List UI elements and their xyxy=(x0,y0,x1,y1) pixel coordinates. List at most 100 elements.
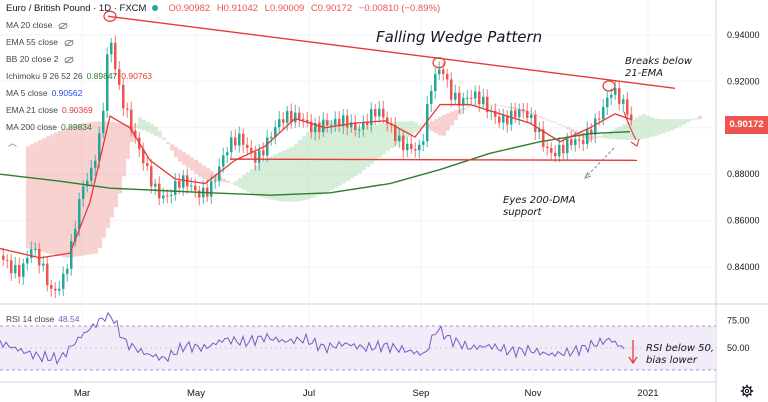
ichimoku-cloud-segment xyxy=(682,119,686,125)
candle-body xyxy=(234,137,237,146)
candle-body xyxy=(62,273,65,289)
ichimoku-cloud-segment xyxy=(302,136,306,201)
rsi-line-1: RSI below 50, xyxy=(646,343,715,354)
candle-body xyxy=(18,265,21,277)
candle-body xyxy=(22,263,25,277)
symbol-title[interactable]: Euro / British Pound · 1D · FXCM xyxy=(6,3,147,14)
ichimoku-cloud-segment xyxy=(662,119,666,134)
hidden-eye-icon[interactable] xyxy=(64,56,74,64)
candle-body xyxy=(518,109,521,118)
last-price-tag: 0.90172 xyxy=(725,116,768,134)
legend-ema21[interactable]: EMA 21 close 0.90369 xyxy=(6,105,93,115)
ichimoku-cloud-segment xyxy=(58,130,62,257)
candle-body xyxy=(562,144,565,154)
ichimoku-cloud-segment xyxy=(382,123,386,155)
candle-body xyxy=(30,249,33,258)
candle-body xyxy=(150,166,153,187)
ichimoku-cloud-segment xyxy=(86,122,90,255)
legend-ichimoku[interactable]: Ichimoku 9 26 52 26 0.89847 0.90763 xyxy=(6,71,152,81)
candle-body xyxy=(86,180,89,187)
candle-body xyxy=(586,129,589,144)
ichimoku-cloud-segment xyxy=(582,133,586,140)
ichimoku-cloud-segment xyxy=(614,128,618,140)
candle-body xyxy=(486,96,489,113)
hidden-eye-icon[interactable] xyxy=(58,22,68,30)
legend-ema55[interactable]: EMA 55 close xyxy=(6,37,74,47)
candle-body xyxy=(46,263,49,286)
candle-body xyxy=(442,69,445,74)
x-tick-label: Sep xyxy=(413,388,430,399)
ichimoku-cloud-segment xyxy=(686,119,690,123)
candle-body xyxy=(42,263,45,266)
ichimoku-cloud-segment xyxy=(550,121,554,123)
ichimoku-cloud-segment xyxy=(326,120,330,192)
candle-body xyxy=(382,108,385,118)
candle-body xyxy=(418,144,421,151)
ichimoku-cloud-segment xyxy=(138,117,142,130)
ichimoku-cloud-segment xyxy=(34,142,38,251)
legend-ma20[interactable]: MA 20 close xyxy=(6,20,68,30)
ichimoku-cloud-segment xyxy=(110,121,114,218)
candle-body xyxy=(550,147,553,153)
candle-body xyxy=(410,143,413,150)
candle-body xyxy=(478,91,481,105)
ichimoku-cloud-segment xyxy=(638,115,642,140)
ma200-value: 0.89834 xyxy=(61,122,92,132)
rsi-annotation: RSI below 50, bias lower xyxy=(646,343,714,367)
candle-body xyxy=(374,109,377,117)
candle-body xyxy=(282,119,285,123)
candle-body xyxy=(98,133,101,161)
ichimoku-cloud-segment xyxy=(690,119,694,121)
ichimoku-cloud-segment xyxy=(422,126,426,128)
eyes-support-annotation: Eyes 200-DMA support xyxy=(503,195,576,219)
collapse-legend-icon[interactable]: ︿ xyxy=(8,138,18,148)
settings-gear-icon[interactable] xyxy=(740,384,754,398)
candle-body xyxy=(566,139,569,154)
ichimoku-cloud-segment xyxy=(538,116,542,118)
breakdown-arrow xyxy=(623,111,637,141)
legend-bb20[interactable]: BB 20 close 2 xyxy=(6,54,74,64)
x-tick-label: Jul xyxy=(303,388,315,399)
candle-body xyxy=(194,185,197,191)
support-line xyxy=(229,158,638,161)
ma200-line xyxy=(0,131,631,196)
ichimoku-cloud-segment xyxy=(106,121,110,228)
legend-ma5[interactable]: MA 5 close 0.90562 xyxy=(6,88,82,98)
candle-body xyxy=(166,195,169,197)
candle-body xyxy=(130,109,133,131)
y-tick-label: 0.86000 xyxy=(727,216,760,226)
candle-body xyxy=(446,73,449,80)
candle-body xyxy=(370,109,373,126)
candle-body xyxy=(342,115,345,127)
ichimoku-cloud-segment xyxy=(494,104,498,106)
candle-body xyxy=(10,260,13,274)
ichimoku-cloud-segment xyxy=(338,123,342,186)
ichimoku-cloud-segment xyxy=(398,121,402,143)
ohlc-close: C0.90172 xyxy=(310,3,353,14)
y-tick-label: 0.84000 xyxy=(727,262,760,272)
candle-body xyxy=(482,96,485,105)
candle-body xyxy=(402,135,405,151)
candle-body xyxy=(358,129,361,131)
ichimoku-cloud-segment xyxy=(70,126,74,258)
breaks-line-2: 21-EMA xyxy=(625,68,664,79)
ichimoku-cloud-segment xyxy=(158,131,162,138)
ichimoku-cloud-segment xyxy=(350,127,354,179)
candle-body xyxy=(298,112,301,120)
ichimoku-cloud-segment xyxy=(578,131,582,137)
ichimoku-cloud-segment xyxy=(30,144,34,250)
ichimoku-cloud-segment xyxy=(674,119,678,129)
legend-ma200[interactable]: MA 200 close 0.89834 xyxy=(6,122,92,132)
hidden-eye-icon[interactable] xyxy=(64,39,74,47)
breakdown-arrowhead xyxy=(630,138,640,147)
ichimoku-cloud-segment xyxy=(318,121,322,196)
ichimoku-cloud-segment xyxy=(434,119,438,134)
swing-high-marker xyxy=(602,80,616,92)
candle-body xyxy=(266,137,269,156)
ichimoku-cloud-segment xyxy=(166,142,170,145)
legend-rsi[interactable]: RSI 14 close 48.54 xyxy=(6,314,79,324)
ichimoku-cloud-segment xyxy=(142,119,146,131)
ichimoku-cloud-segment xyxy=(546,119,550,121)
ichimoku-cloud-segment xyxy=(202,165,206,180)
